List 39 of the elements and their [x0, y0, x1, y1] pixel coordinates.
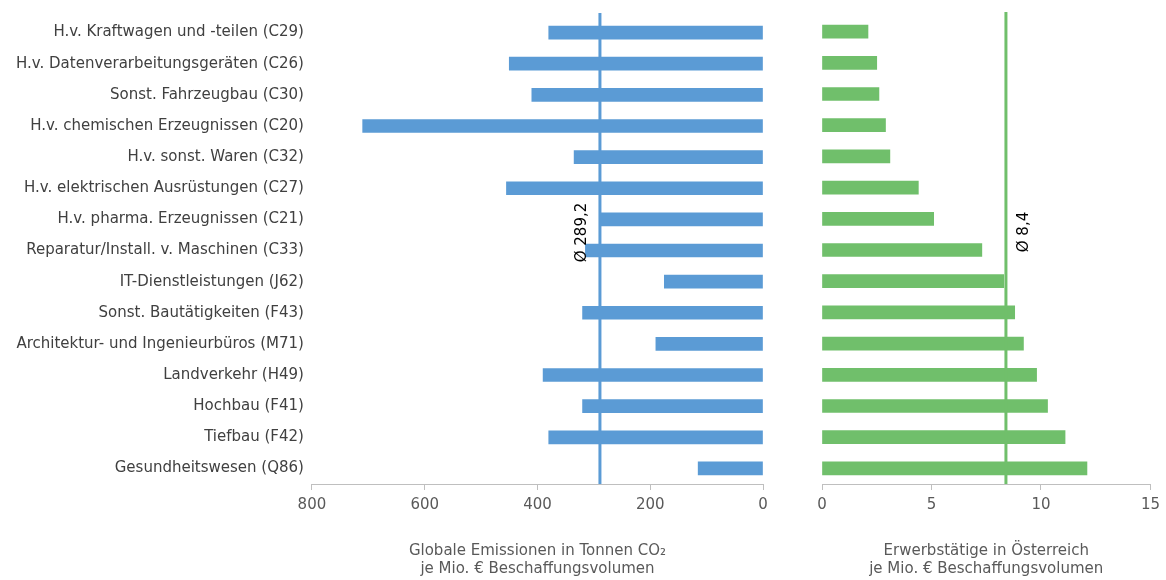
y-tick-label: Architektur- und Ingenieurbüros (M71): [16, 333, 304, 352]
y-tick-label: H.v. Kraftwagen und -teilen (C29): [53, 22, 304, 41]
bar: [822, 243, 983, 257]
bar: [822, 149, 891, 164]
y-tick-label: Tiefbau (F42): [203, 427, 304, 446]
y-tick-label: Gesundheitswesen (Q86): [114, 458, 304, 477]
y-tick-label: Sonst. Fahrzeugbau (C30): [109, 84, 304, 103]
x-axis-title: Erwerbstätige in Österreich je Mio. € Beschaffungsvolumen: [868, 539, 1104, 577]
x-tick-label: 0: [758, 494, 768, 513]
x-tick-label: 400: [523, 494, 552, 513]
x-axis-title: Globale Emissionen in Tonnen CO₂ je Mio. € Beschaffungsvolumen: [408, 540, 667, 577]
y-tick-label: Sonst. Bautätigkeiten (F43): [98, 302, 304, 321]
bar: [822, 118, 886, 133]
ref-line-label: Ø 8,4: [1013, 211, 1032, 253]
bar: [822, 211, 935, 226]
ref-line-label: Ø 289,2: [571, 202, 590, 263]
y-tick-label: H.v. sonst. Waren (C32): [127, 146, 304, 165]
x-tick-label: 200: [635, 494, 665, 513]
bar: [822, 55, 878, 70]
y-tick-label: Hochbau (F41): [193, 396, 304, 415]
bar: [822, 180, 919, 195]
x-tick-label: 600: [410, 494, 440, 513]
y-tick-label: IT-Dienstleistungen (J62): [119, 271, 304, 290]
y-tick-label: Landverkehr (H49): [163, 364, 304, 383]
bar: [822, 24, 869, 39]
x-tick-label: 15: [1140, 494, 1160, 513]
x-tick-label: 0: [817, 494, 827, 513]
bar: [655, 337, 763, 351]
y-tick-label: H.v. pharma. Erzeugnissen (C21): [57, 209, 304, 228]
y-tick-label: Reparatur/Install. v. Maschinen (C33): [26, 240, 304, 259]
bar: [697, 461, 763, 476]
y-tick-label: H.v. Datenverarbeitungsgeräten (C26): [15, 53, 304, 72]
x-tick-label: 5: [926, 494, 937, 513]
y-tick-label: H.v. elektrischen Ausrüstungen (C27): [24, 178, 304, 197]
y-tick-label: H.v. chemischen Erzeugnissen (C20): [30, 115, 304, 134]
x-tick-label: 10: [1031, 494, 1051, 513]
bar: [822, 87, 880, 101]
x-tick-label: 800: [297, 494, 327, 513]
bar: [664, 274, 763, 289]
